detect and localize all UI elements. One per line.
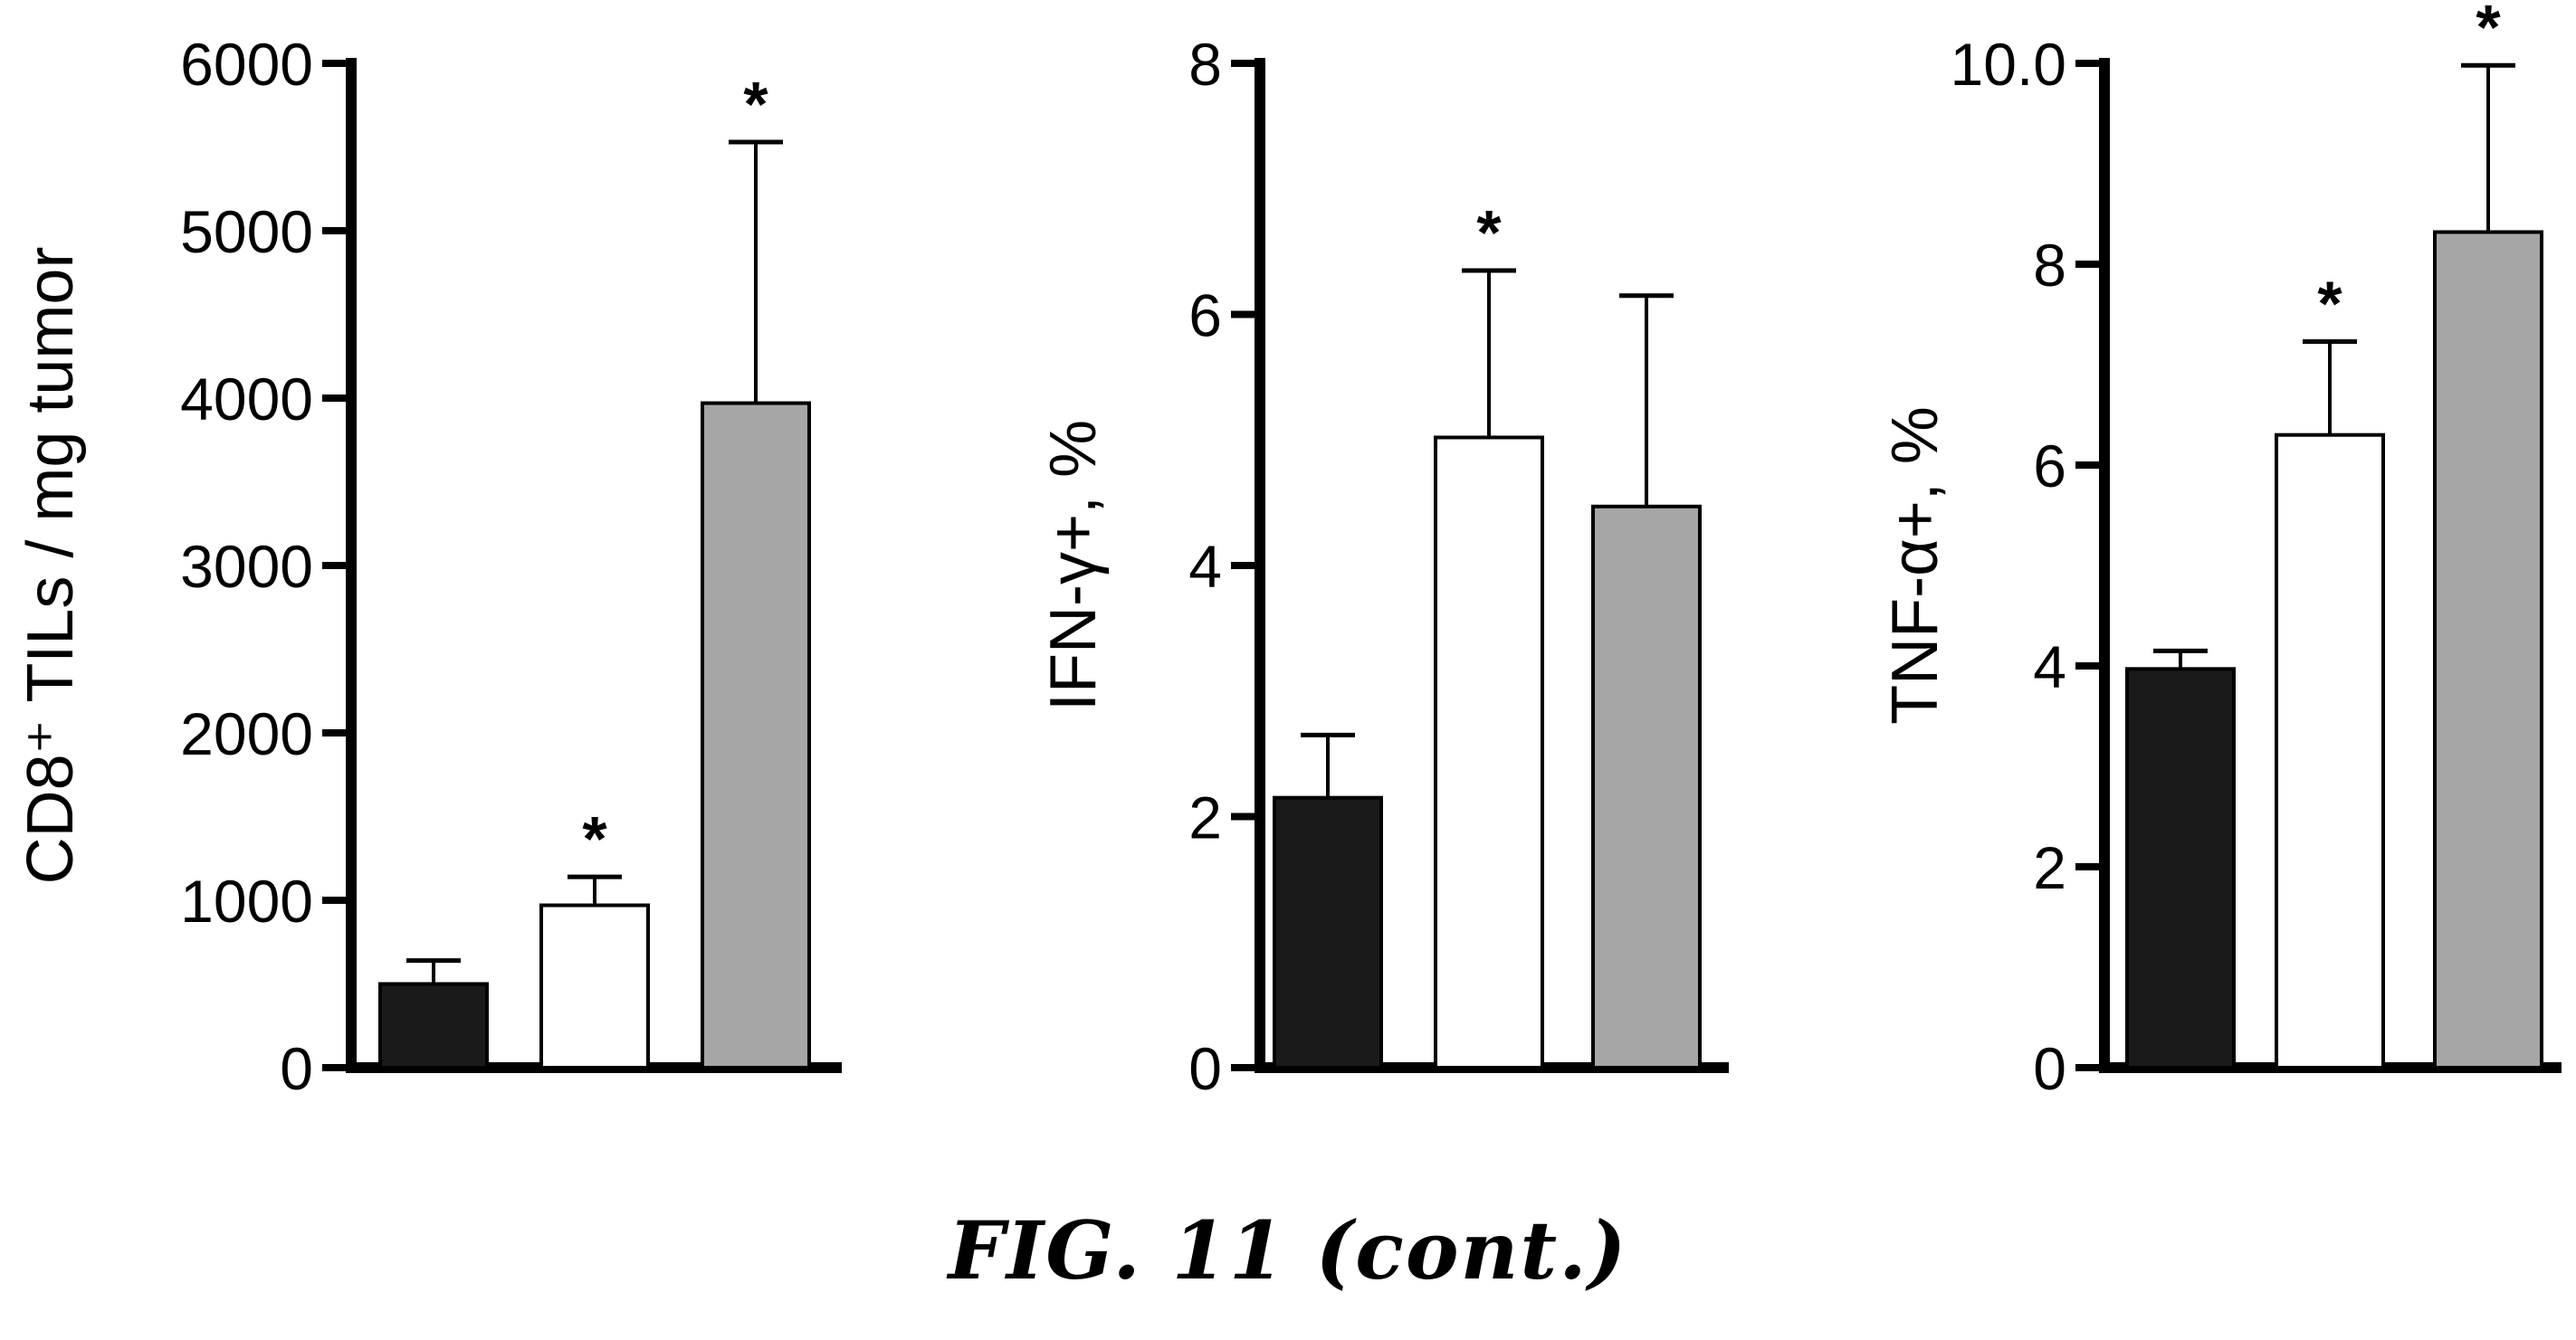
y-tick-label: 4 bbox=[2033, 633, 2066, 700]
bar bbox=[1591, 504, 1702, 1069]
y-tick-label: 10.0 bbox=[1951, 31, 2066, 98]
significance-star: * bbox=[1476, 197, 1502, 268]
y-axis-label: TNF-α+, % bbox=[1879, 406, 1951, 725]
ifn-gamma-panel: 0 2 4 6 8 IFN-γ+, % * bbox=[1037, 31, 1729, 1102]
y-tick-label: 2 bbox=[2033, 834, 2066, 901]
bar bbox=[1434, 435, 1544, 1070]
y-tick-label: 2 bbox=[1188, 784, 1222, 851]
y-tick-label: 4000 bbox=[180, 366, 313, 432]
bar bbox=[539, 903, 650, 1069]
y-tick-label: 8 bbox=[2033, 232, 2066, 299]
bar bbox=[2433, 230, 2543, 1070]
bar bbox=[2275, 432, 2385, 1069]
figure-caption: FIG. 11 (cont.) bbox=[948, 1203, 1628, 1297]
y-tick-label: 6000 bbox=[180, 31, 313, 98]
y-axis-label: CD8⁺ TILs / mg tumor bbox=[14, 247, 87, 885]
bar bbox=[378, 982, 489, 1069]
y-tick-label: 2000 bbox=[180, 700, 313, 767]
y-tick-label: 3000 bbox=[180, 533, 313, 600]
y-tick-label: 0 bbox=[1188, 1035, 1222, 1102]
significance-star: * bbox=[2476, 0, 2501, 62]
y-tick-label: 0 bbox=[2033, 1035, 2066, 1102]
tnf-alpha-panel: 0 2 4 6 8 10.0 TNF-α+, % * * bbox=[1879, 0, 2562, 1102]
y-tick-label: 6 bbox=[1188, 281, 1222, 348]
bar bbox=[2125, 667, 2236, 1070]
y-tick-label: 4 bbox=[1188, 533, 1222, 600]
significance-star: * bbox=[743, 69, 768, 139]
y-tick-label: 1000 bbox=[180, 868, 313, 935]
y-tick-label: 0 bbox=[280, 1035, 313, 1102]
bar bbox=[1273, 795, 1383, 1069]
y-axis-label: IFN-γ+, % bbox=[1037, 420, 1110, 711]
y-tick-label: 5000 bbox=[180, 198, 313, 265]
significance-star: * bbox=[582, 803, 607, 874]
bar bbox=[701, 401, 811, 1069]
y-tick-label: 8 bbox=[1188, 31, 1222, 98]
y-tick-label: 6 bbox=[2033, 432, 2066, 499]
cd8-tils-panel: 0 1000 2000 3000 4000 5000 6000 CD8⁺ TILs / mg … bbox=[14, 31, 842, 1102]
significance-star: * bbox=[2317, 268, 2342, 338]
